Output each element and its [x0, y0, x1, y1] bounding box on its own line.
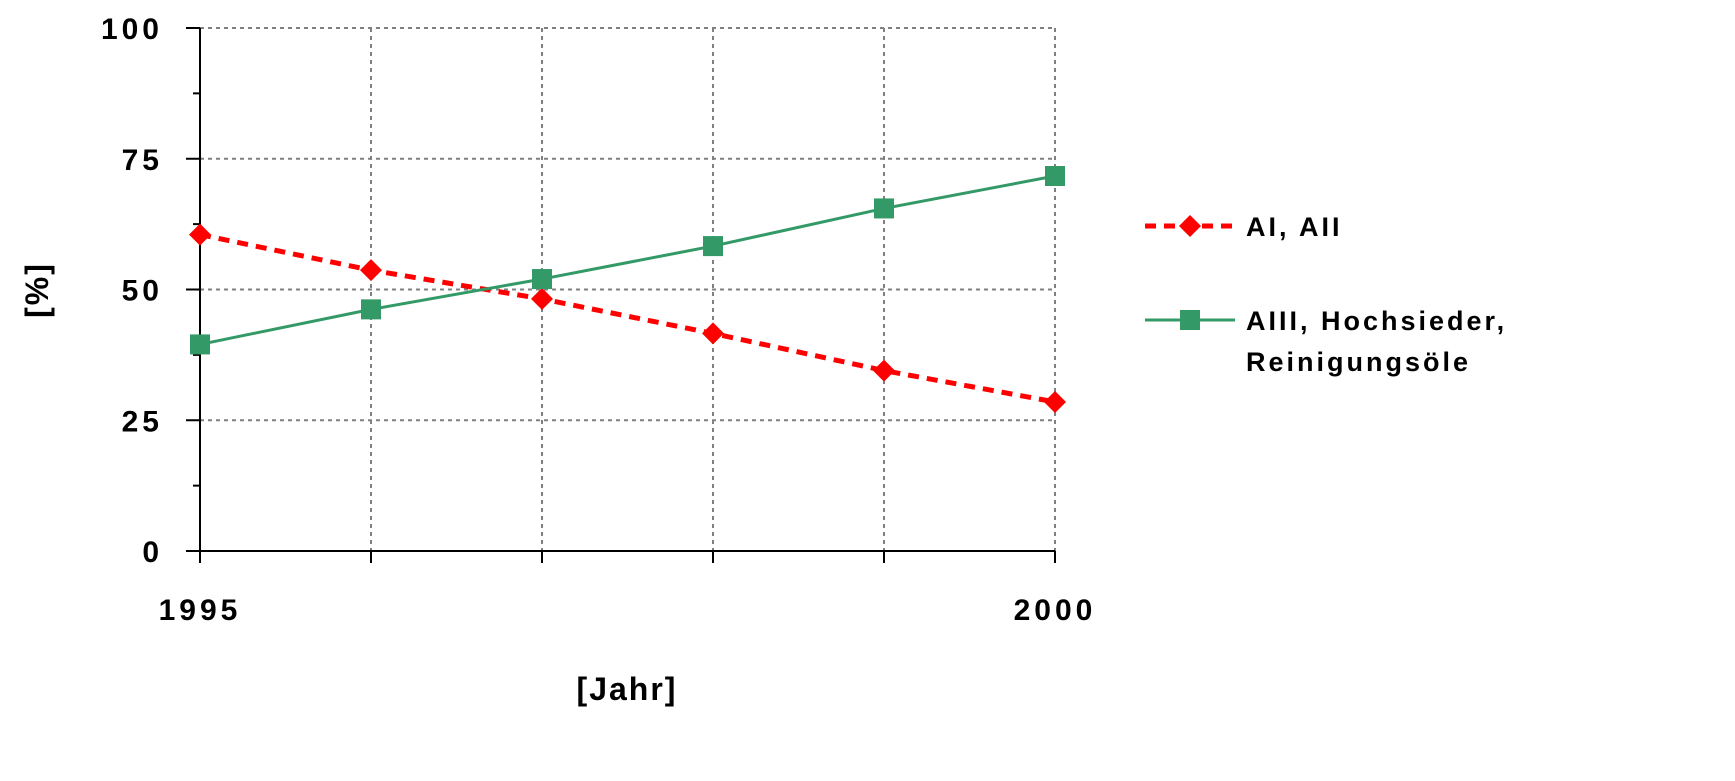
y-tick-label: 25 — [122, 405, 163, 438]
square-marker — [361, 299, 381, 320]
legend-diamond-marker — [1179, 215, 1201, 237]
legend-item-ai-aii: AI, AII — [1145, 212, 1343, 242]
legend-square-marker — [1180, 310, 1200, 330]
diamond-marker — [189, 223, 211, 246]
y-tick-label: 75 — [122, 144, 163, 177]
y-axis-title: [%] — [19, 262, 55, 318]
y-tick-label: 100 — [101, 13, 163, 46]
diamond-marker — [873, 359, 895, 382]
square-marker — [703, 236, 723, 257]
square-marker — [190, 334, 210, 355]
x-tick-label: 2000 — [1014, 594, 1097, 627]
y-tick-label: 0 — [142, 536, 163, 569]
gridlines — [200, 27, 1056, 551]
diamond-marker — [702, 322, 724, 345]
y-tick-labels: 0 25 50 75 100 — [101, 13, 163, 569]
legend-label-aiii-line1: AIII, Hochsieder, — [1246, 306, 1507, 336]
legend-label-aiii-line2: Reinigungsöle — [1246, 347, 1471, 377]
x-axis-title: [Jahr] — [577, 671, 678, 707]
legend-item-aiii: AIII, Hochsieder, Reinigungsöle — [1145, 306, 1507, 377]
legend-label-ai-aii: AI, AII — [1246, 212, 1343, 242]
series — [189, 166, 1066, 413]
series-line-2 — [199, 174, 1056, 346]
x-tick-labels: 1995 2000 — [159, 594, 1097, 627]
square-marker — [532, 269, 552, 290]
square-marker — [1045, 166, 1065, 187]
diamond-marker — [1044, 390, 1066, 413]
square-marker — [874, 198, 894, 219]
y-tick-label: 50 — [122, 275, 163, 308]
legend: AI, AII AIII, Hochsieder, Reinigungsöle — [1145, 212, 1507, 377]
axes — [186, 27, 1056, 563]
diamond-marker — [531, 287, 553, 310]
diamond-marker — [360, 259, 382, 282]
x-tick-label: 1995 — [159, 594, 242, 627]
series-line-1 — [199, 232, 1056, 405]
